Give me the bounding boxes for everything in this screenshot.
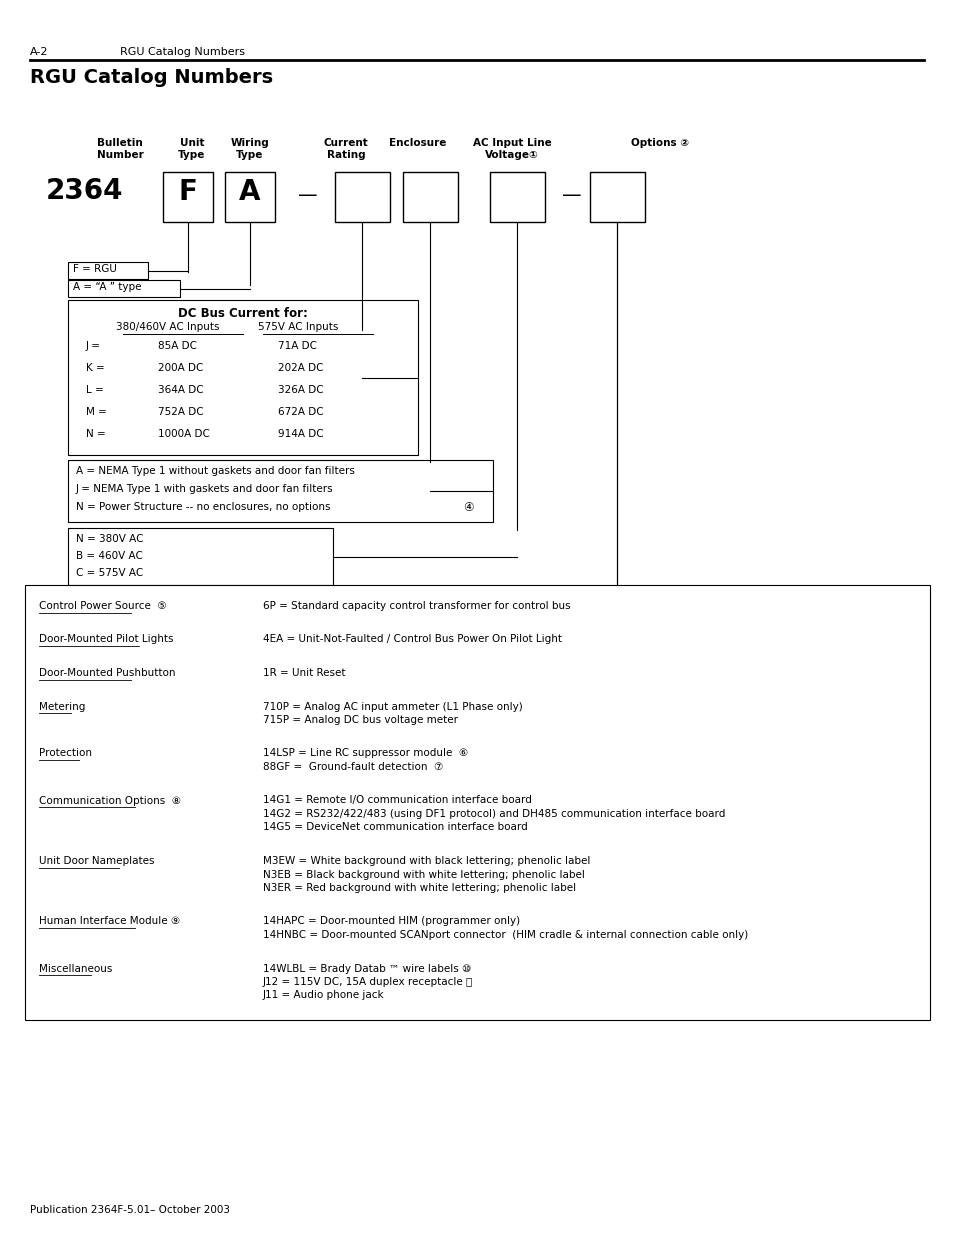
Text: M =: M = xyxy=(86,408,107,417)
Bar xyxy=(68,300,417,454)
Text: Protection: Protection xyxy=(39,748,91,758)
Text: A-2: A-2 xyxy=(30,47,49,57)
Text: DC Bus Current for:: DC Bus Current for: xyxy=(178,308,308,320)
Bar xyxy=(68,280,180,296)
Text: C = 575V AC: C = 575V AC xyxy=(76,568,143,578)
Text: RGU Catalog Numbers: RGU Catalog Numbers xyxy=(30,68,273,86)
Bar xyxy=(68,459,493,522)
Bar xyxy=(68,262,148,279)
Text: J = NEMA Type 1 with gaskets and door fan filters: J = NEMA Type 1 with gaskets and door fa… xyxy=(76,484,334,494)
Bar xyxy=(25,585,929,1020)
Text: ④: ④ xyxy=(462,501,473,514)
Text: 380/460V AC Inputs: 380/460V AC Inputs xyxy=(116,322,219,332)
Text: Door-Mounted Pushbutton: Door-Mounted Pushbutton xyxy=(39,668,175,678)
Text: Current
Rating: Current Rating xyxy=(323,138,368,159)
Text: —: — xyxy=(561,186,581,205)
Text: J12 = 115V DC, 15A duplex receptacle ⑪: J12 = 115V DC, 15A duplex receptacle ⑪ xyxy=(263,977,473,987)
Text: N = 380V AC: N = 380V AC xyxy=(76,534,143,543)
Text: 202A DC: 202A DC xyxy=(277,363,323,373)
Text: 672A DC: 672A DC xyxy=(277,408,323,417)
Text: 914A DC: 914A DC xyxy=(277,429,323,438)
Text: Enclosure: Enclosure xyxy=(389,138,446,148)
Text: 14G5 = DeviceNet communication interface board: 14G5 = DeviceNet communication interface… xyxy=(263,823,527,832)
Text: M3EW = White background with black lettering; phenolic label: M3EW = White background with black lette… xyxy=(263,856,590,866)
Text: Bulletin
Number: Bulletin Number xyxy=(96,138,143,159)
Text: N = Power Structure -- no enclosures, no options: N = Power Structure -- no enclosures, no… xyxy=(76,501,330,513)
Bar xyxy=(163,172,213,222)
Text: Metering: Metering xyxy=(39,701,85,711)
Text: 2364: 2364 xyxy=(46,177,124,205)
Text: N =: N = xyxy=(86,429,106,438)
Text: 14G1 = Remote I/O communication interface board: 14G1 = Remote I/O communication interfac… xyxy=(263,795,532,805)
Text: Unit
Type: Unit Type xyxy=(178,138,206,159)
Text: 14G2 = RS232/422/483 (using DF1 protocol) and DH485 communication interface boar: 14G2 = RS232/422/483 (using DF1 protocol… xyxy=(263,809,724,819)
Text: 1R = Unit Reset: 1R = Unit Reset xyxy=(263,668,345,678)
Text: L =: L = xyxy=(86,385,104,395)
Text: F: F xyxy=(178,178,197,206)
Bar xyxy=(225,172,274,222)
Text: 88GF =  Ground-fault detection  ⑦: 88GF = Ground-fault detection ⑦ xyxy=(263,762,443,772)
Text: 1000A DC: 1000A DC xyxy=(158,429,210,438)
Text: 14HAPC = Door-mounted HIM (programmer only): 14HAPC = Door-mounted HIM (programmer on… xyxy=(263,916,519,926)
Text: Publication 2364F-5.01– October 2003: Publication 2364F-5.01– October 2003 xyxy=(30,1205,230,1215)
Text: 71A DC: 71A DC xyxy=(277,341,316,351)
Text: 14WLBL = Brady Datab ™ wire labels ⑩: 14WLBL = Brady Datab ™ wire labels ⑩ xyxy=(263,963,471,973)
Text: A = “A ” type: A = “A ” type xyxy=(73,282,141,291)
Text: 575V AC Inputs: 575V AC Inputs xyxy=(257,322,337,332)
Text: Options ②: Options ② xyxy=(630,138,688,148)
Text: AC Input Line
Voltage①: AC Input Line Voltage① xyxy=(472,138,551,159)
Text: 4EA = Unit-Not-Faulted / Control Bus Power On Pilot Light: 4EA = Unit-Not-Faulted / Control Bus Pow… xyxy=(263,635,561,645)
Text: 85A DC: 85A DC xyxy=(158,341,196,351)
Text: J =: J = xyxy=(86,341,101,351)
Text: Wiring
Type: Wiring Type xyxy=(231,138,269,159)
Text: 200A DC: 200A DC xyxy=(158,363,203,373)
Text: A = NEMA Type 1 without gaskets and door fan filters: A = NEMA Type 1 without gaskets and door… xyxy=(76,466,355,475)
Text: 326A DC: 326A DC xyxy=(277,385,323,395)
Bar xyxy=(490,172,544,222)
Bar xyxy=(335,172,390,222)
Text: F = RGU: F = RGU xyxy=(73,264,117,274)
Text: Communication Options  ⑧: Communication Options ⑧ xyxy=(39,795,181,805)
Text: 715P = Analog DC bus voltage meter: 715P = Analog DC bus voltage meter xyxy=(263,715,457,725)
Text: Door-Mounted Pilot Lights: Door-Mounted Pilot Lights xyxy=(39,635,173,645)
Text: A: A xyxy=(239,178,260,206)
Text: 6P = Standard capacity control transformer for control bus: 6P = Standard capacity control transform… xyxy=(263,601,570,611)
Text: N3EB = Black background with white lettering; phenolic label: N3EB = Black background with white lette… xyxy=(263,869,584,879)
Text: K =: K = xyxy=(86,363,105,373)
Text: N3ER = Red background with white lettering; phenolic label: N3ER = Red background with white letteri… xyxy=(263,883,576,893)
Text: Control Power Source  ⑤: Control Power Source ⑤ xyxy=(39,601,167,611)
Text: B = 460V AC: B = 460V AC xyxy=(76,551,143,561)
Bar xyxy=(589,172,644,222)
Text: 710P = Analog AC input ammeter (L1 Phase only): 710P = Analog AC input ammeter (L1 Phase… xyxy=(263,701,522,711)
Text: 14LSP = Line RC suppressor module  ⑥: 14LSP = Line RC suppressor module ⑥ xyxy=(263,748,468,758)
Text: Miscellaneous: Miscellaneous xyxy=(39,963,112,973)
Text: 364A DC: 364A DC xyxy=(158,385,203,395)
Text: RGU Catalog Numbers: RGU Catalog Numbers xyxy=(120,47,245,57)
Text: Human Interface Module ⑨: Human Interface Module ⑨ xyxy=(39,916,180,926)
Bar xyxy=(68,529,333,585)
Text: 14HNBC = Door-mounted SCANport connector  (HIM cradle & internal connection cabl: 14HNBC = Door-mounted SCANport connector… xyxy=(263,930,747,940)
Bar xyxy=(402,172,457,222)
Text: Unit Door Nameplates: Unit Door Nameplates xyxy=(39,856,154,866)
Text: 752A DC: 752A DC xyxy=(158,408,203,417)
Text: J11 = Audio phone jack: J11 = Audio phone jack xyxy=(263,990,384,1000)
Text: —: — xyxy=(298,186,317,205)
